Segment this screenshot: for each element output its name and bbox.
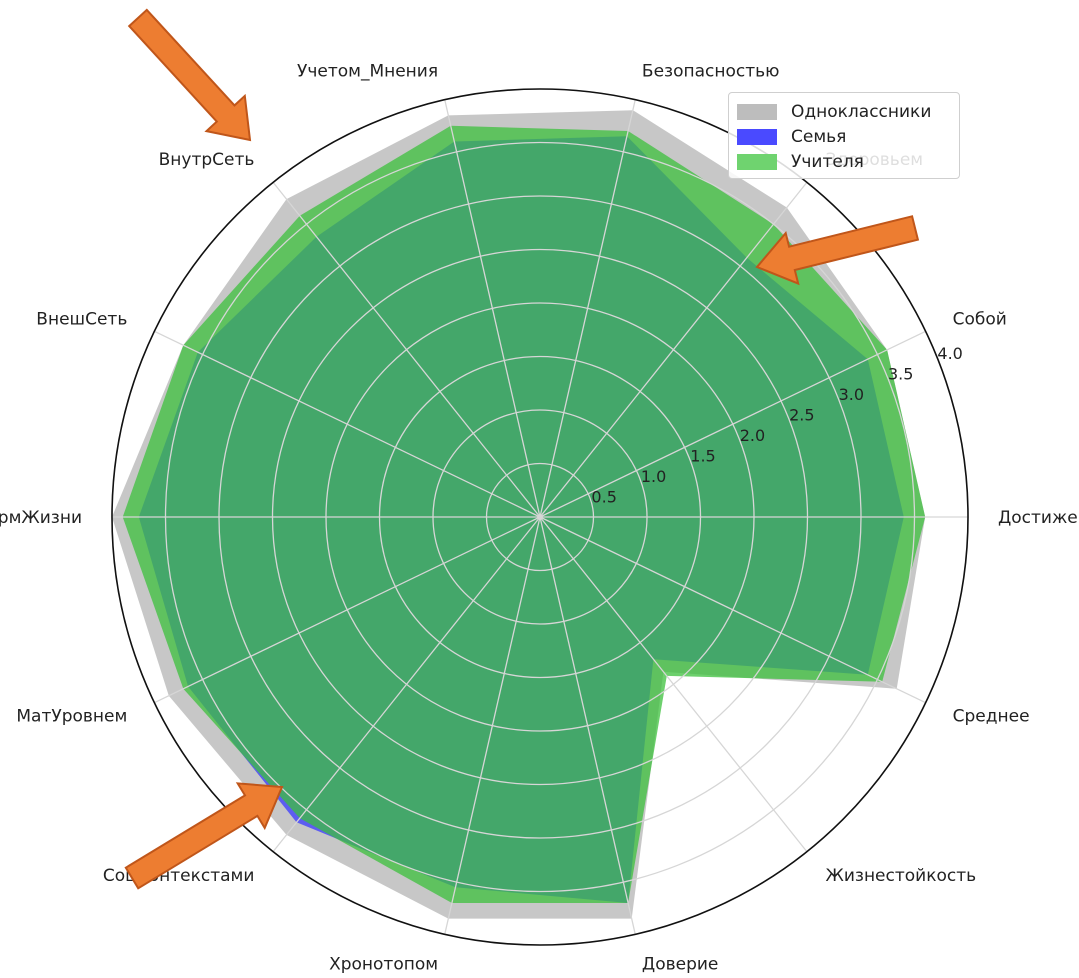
tick-label: 0.5 (591, 488, 616, 507)
legend-item-odnoklassniki: Одноклассники (737, 99, 951, 124)
tick-label: 1.5 (690, 447, 715, 466)
axis-label: Учетом_Мнения (297, 61, 438, 81)
tick-label: 2.0 (740, 426, 765, 445)
axis-label: Среднее (953, 707, 1030, 727)
legend-swatch-uchitelya (737, 153, 777, 170)
axis-label: Достижениями (998, 508, 1079, 528)
axis-label: Жизнестойкость (826, 866, 977, 886)
grid-spoke (539, 330, 926, 518)
axis-label: ВнешСеть (36, 309, 127, 329)
tick-label: 1.0 (641, 467, 666, 486)
tick-label: 3.5 (888, 365, 913, 384)
axis-label: Доверие (642, 955, 718, 975)
axis-label: Хронотопом (329, 955, 438, 975)
tick-label: 4.0 (937, 344, 962, 363)
axis-labels: ДостижениямиСобойЗдоровьемБезопасностьюУ… (0, 61, 1079, 974)
arrow-annotation-sockontekstami (124, 782, 284, 890)
axis-label: Собой (953, 309, 1007, 329)
tick-label: 3.0 (839, 385, 864, 404)
outer-frame (111, 88, 969, 946)
axis-label: ВнутрСеть (159, 150, 255, 170)
radial-tick-labels: 0.5 1.0 1.5 2.0 2.5 3.0 3.5 4.0 (591, 344, 962, 506)
arrow-annotation-vnutrset (127, 8, 252, 142)
grid-spoke (539, 181, 808, 518)
legend-label-uchitelya: Учителя (791, 151, 864, 172)
grid-spoke (272, 516, 541, 853)
legend-item-semya: Семья (737, 124, 951, 149)
grid-spoke (539, 516, 808, 853)
grid-spoke (444, 516, 541, 935)
legend: Одноклассники Семья Учителя (728, 92, 960, 179)
annotation-arrows (124, 8, 920, 890)
grid-spoke (444, 99, 541, 518)
radar-series (111, 88, 969, 946)
legend-swatch-semya (737, 128, 777, 145)
axis-label: НормЖизни (0, 508, 82, 528)
legend-label-semya: Семья (791, 126, 847, 147)
tick-label: 2.5 (789, 406, 814, 425)
arrow-annotation-zdorovyem (755, 215, 920, 286)
legend-label-odnoklassniki: Одноклассники (791, 101, 932, 122)
legend-item-uchitelya: Учителя (737, 149, 951, 174)
legend-swatch-odnoklassniki (737, 103, 777, 120)
axis-label: Безопасностью (642, 61, 780, 81)
grid-spoke (539, 516, 926, 704)
series-area-2 (122, 125, 926, 904)
axis-label: МатУровнем (16, 707, 127, 727)
grid-spoke (154, 516, 541, 704)
grid-spoke (154, 330, 541, 518)
grid-spoke (539, 516, 636, 935)
grid-spoke (539, 99, 636, 518)
grid-spoke (272, 181, 541, 518)
